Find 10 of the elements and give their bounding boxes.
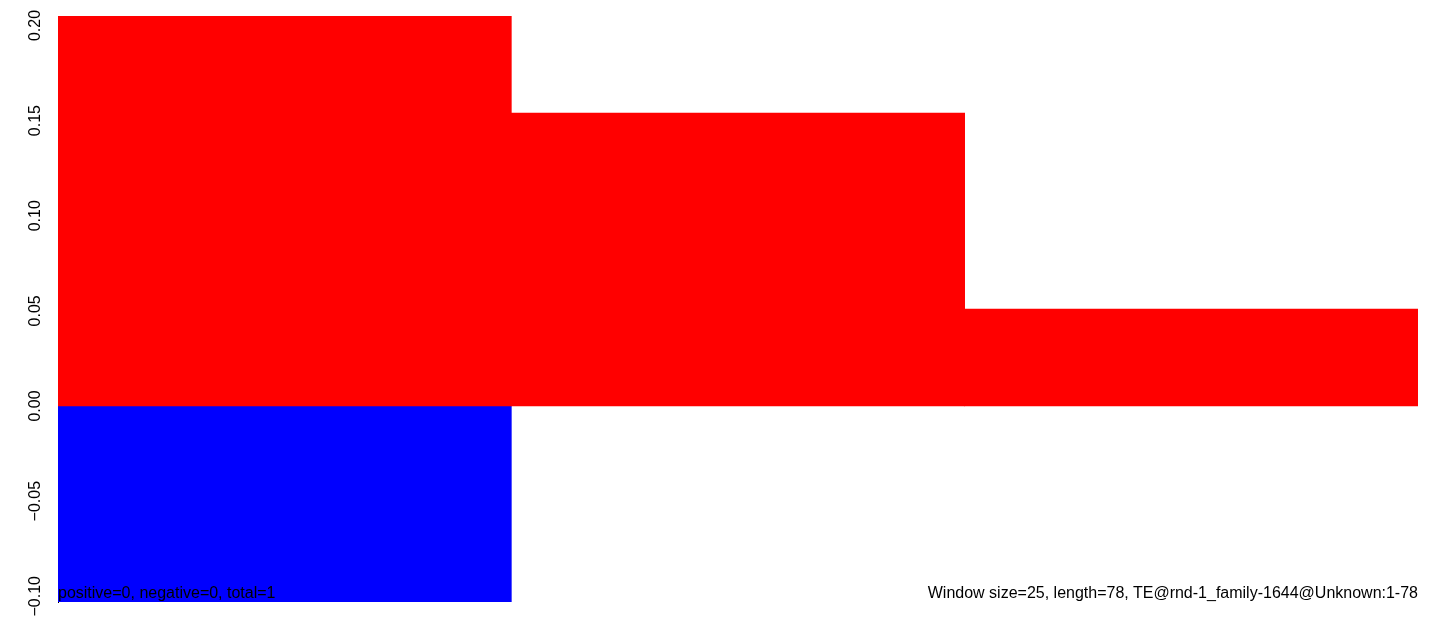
annotation: Window size=25, length=78, TE@rnd-1_family-1644@Unknown:1-78 xyxy=(927,584,1419,603)
y-tick-label: 0.10 xyxy=(26,200,44,232)
y-tick-label: −0.10 xyxy=(26,575,44,617)
y-tick-label: 0.20 xyxy=(26,9,44,42)
y-tick-label: 0.05 xyxy=(26,295,44,327)
bar xyxy=(58,405,512,602)
y-tick-label: 0.00 xyxy=(26,390,44,422)
y-tick-label: 0.15 xyxy=(26,104,44,137)
annotation: positive=0, negative=0, total=1 xyxy=(58,584,276,602)
y-tick-label: −0.05 xyxy=(26,480,44,522)
